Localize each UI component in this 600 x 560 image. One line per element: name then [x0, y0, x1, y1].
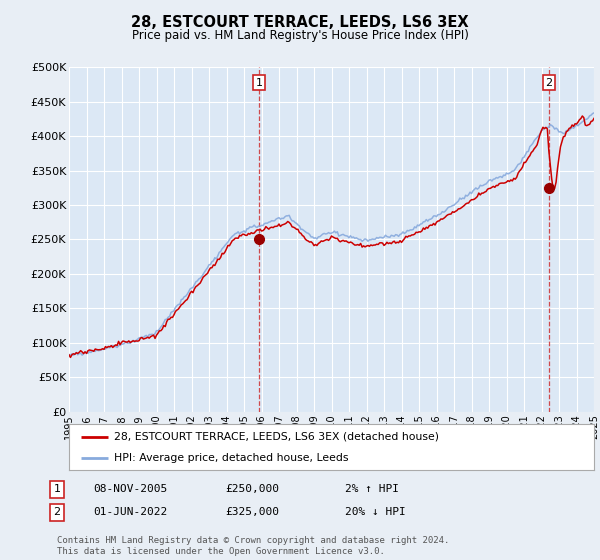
Text: Contains HM Land Registry data © Crown copyright and database right 2024.
This d: Contains HM Land Registry data © Crown c…	[57, 536, 449, 556]
Text: £325,000: £325,000	[225, 507, 279, 517]
Text: 2: 2	[53, 507, 61, 517]
Text: 01-JUN-2022: 01-JUN-2022	[93, 507, 167, 517]
Text: 08-NOV-2005: 08-NOV-2005	[93, 484, 167, 494]
Text: HPI: Average price, detached house, Leeds: HPI: Average price, detached house, Leed…	[113, 453, 348, 463]
Text: 20% ↓ HPI: 20% ↓ HPI	[345, 507, 406, 517]
Text: 2% ↑ HPI: 2% ↑ HPI	[345, 484, 399, 494]
Text: 1: 1	[256, 78, 262, 88]
Text: 28, ESTCOURT TERRACE, LEEDS, LS6 3EX (detached house): 28, ESTCOURT TERRACE, LEEDS, LS6 3EX (de…	[113, 432, 439, 442]
Text: 1: 1	[53, 484, 61, 494]
Text: £250,000: £250,000	[225, 484, 279, 494]
Text: 2: 2	[545, 78, 553, 88]
Text: 28, ESTCOURT TERRACE, LEEDS, LS6 3EX: 28, ESTCOURT TERRACE, LEEDS, LS6 3EX	[131, 15, 469, 30]
Text: Price paid vs. HM Land Registry's House Price Index (HPI): Price paid vs. HM Land Registry's House …	[131, 29, 469, 42]
